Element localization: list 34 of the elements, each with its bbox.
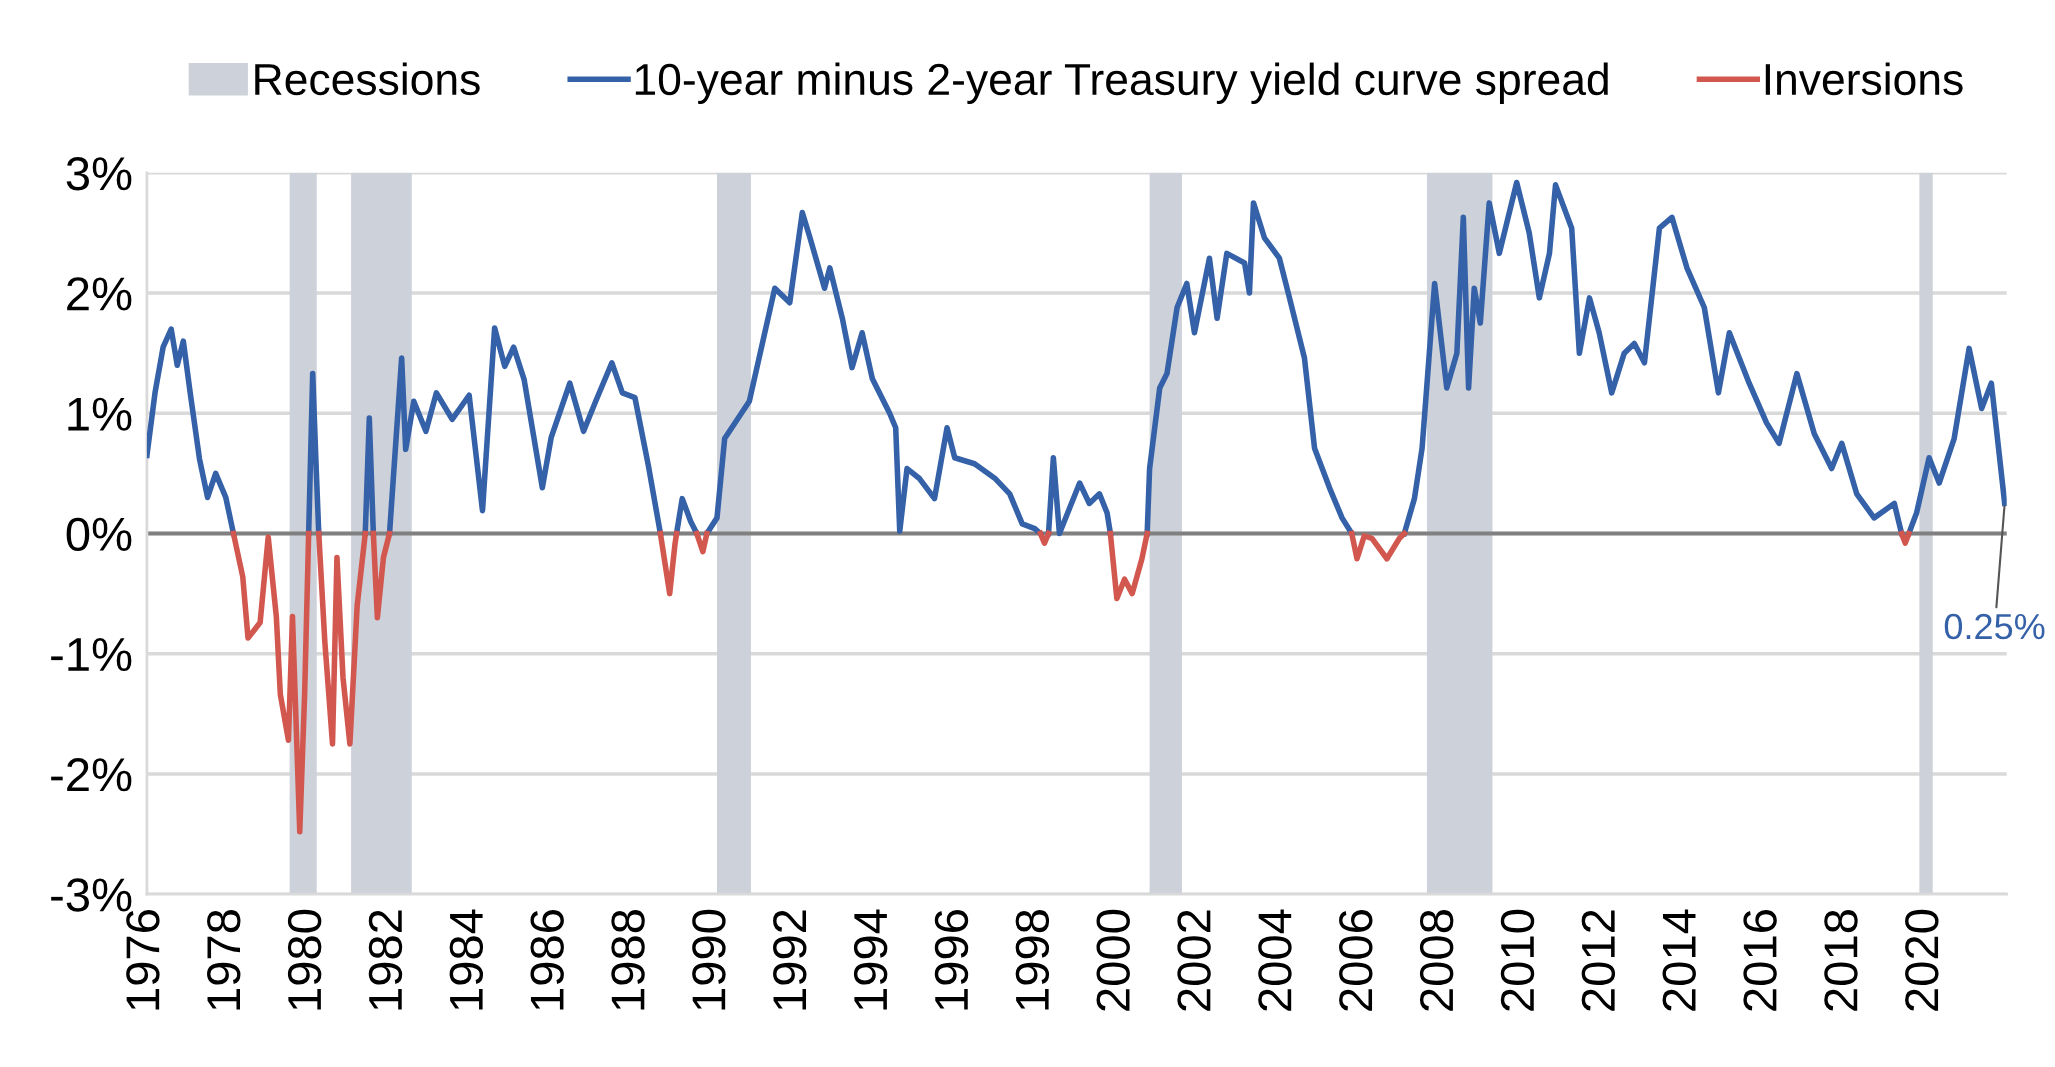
x-tick-label: 2000 (1096, 909, 1130, 1011)
annotation: 0.25% (1944, 613, 2045, 640)
x-tick-label: 1988 (611, 910, 645, 1010)
x-tick-label: 1992 (773, 910, 807, 1010)
legend-label: 10-year minus 2-year Treasury yield curve spread (635, 62, 1608, 104)
y-tick-label: 1% (68, 397, 132, 431)
legend-label: Recessions (255, 62, 480, 96)
x-tick-label: 1986 (530, 910, 564, 1010)
x-tick-label: 1996 (934, 910, 969, 1010)
x-tick-label: 1980 (287, 909, 322, 1010)
x-tick-label: 2014 (1662, 909, 1696, 1011)
y-tick-label: 2% (67, 277, 132, 311)
x-tick-label: 2020 (1905, 909, 1939, 1011)
x-tick-label: 1976 (126, 910, 160, 1010)
x-tick-label: 2016 (1743, 910, 1777, 1011)
x-tick-label: 1982 (368, 910, 403, 1010)
x-tick-label: 1998 (1015, 910, 1050, 1010)
x-tick-label: 2002 (1177, 910, 1211, 1011)
x-tick-label: 2006 (1339, 910, 1373, 1011)
x-tick-label: 2010 (1500, 909, 1535, 1011)
x-tick-label: 1978 (207, 910, 241, 1010)
x-tick-label: 1984 (449, 909, 484, 1010)
x-tick-label: 1990 (692, 909, 726, 1010)
x-tick-label: 2004 (1258, 909, 1292, 1011)
x-tick-label: 2018 (1824, 910, 1858, 1011)
x-tick-label: 2012 (1581, 910, 1616, 1011)
x-tick-label: 1994 (853, 909, 888, 1010)
y-tick-label: 0% (66, 517, 132, 552)
y-tick-label: 3% (66, 156, 132, 191)
x-tick-label: 2008 (1419, 910, 1454, 1011)
y-tick-label: -1% (51, 638, 132, 672)
y-tick-label: -3% (51, 878, 132, 912)
y-tick-label: -2% (51, 758, 132, 792)
legend-label: Inversions (1765, 62, 1963, 96)
